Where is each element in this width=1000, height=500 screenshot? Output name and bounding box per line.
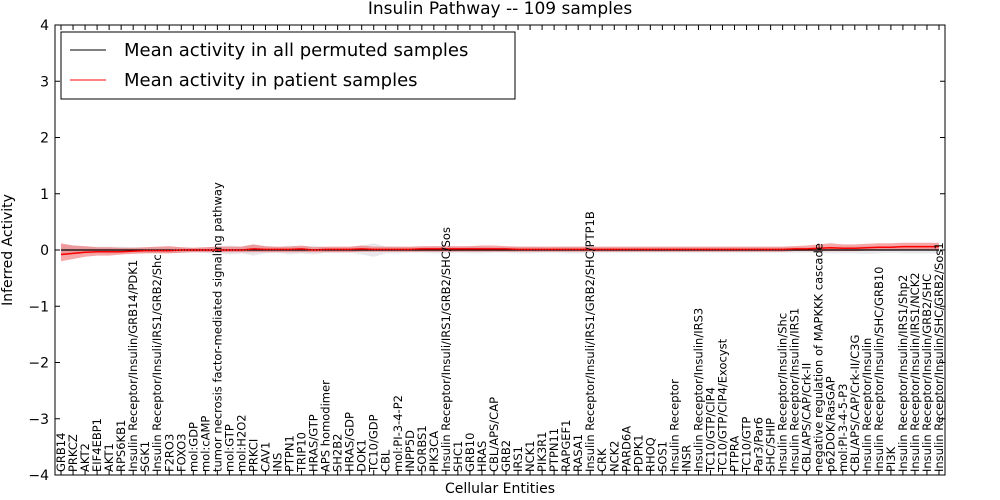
category-label: TC10/GTP [740,417,754,473]
y-tick-label: 0 [40,243,49,259]
category-label: HRAS/GTP [307,414,321,472]
category-label: CRK [595,448,609,472]
category-label: RPS6KB1 [114,420,128,472]
category-label: PTPN11 [547,428,561,472]
category-label: TC10/GTP/CIP4/Exocyst [716,338,730,473]
legend-label-patient: Mean activity in patient samples [124,70,418,91]
patient-mean-line [60,245,939,256]
category-label: INS [271,453,285,472]
confidence-bands [61,242,939,262]
category-label: Insulin Receptor/Insulin/IRS1/Shp2 [896,275,910,472]
y-tick-label: 4 [40,18,49,34]
category-label: SGK1 [138,441,152,472]
y-tick-label: −4 [28,468,49,484]
category-label: PIK3R1 [535,432,549,473]
category-label: SOS1 [655,441,669,472]
category-label: tumor necrosis factor-mediated signaling… [210,182,224,472]
category-label: GRB2 [499,440,513,472]
y-tick-label: −3 [28,412,49,428]
patient-band [61,242,939,262]
legend: Mean activity in all permuted samples Me… [60,31,516,100]
category-label: Insulin Receptor/Insulin [860,338,874,472]
category-label: CBL/APS/CAP/Crk-II/C3G [848,335,862,472]
category-label: F2RO3 [162,434,176,472]
y-tick-label: −1 [28,299,49,315]
category-label: Insulin Receptor/Insulin/GRB14/PDK1 [126,260,140,472]
category-label: SH2B2 [331,434,345,472]
category-label: FOXO3 [174,434,188,472]
category-label: CBL/APS/CAP [487,397,501,472]
category-label: TRIP10 [295,432,309,473]
series-lines [55,245,945,256]
category-label: PTPRA [728,436,742,472]
category-label: Insulin Receptor/Insulin/SHC/GRB2/Sos1 [932,242,946,472]
category-label: Insulin Receptor/Insuli/IRS1/GRB2/SHC/PT… [583,211,597,472]
category-label: RHOQ [643,437,657,472]
category-label: PRKCI [246,439,260,472]
category-label: Insulin Receptor/Insuli/IRS1/GRB2/SHC/So… [439,227,453,472]
category-label: Par3/Par6 [752,417,766,472]
category-label: INSR [679,445,693,472]
category-label: TC10/GDP [367,414,381,473]
category-label: PDPK1 [631,434,645,472]
category-label: Insulin Receptor/Insulin/IRS1/NCK2 [908,272,922,472]
chart-title: Insulin Pathway -- 109 samples [368,0,633,19]
category-label: PARD6A [619,426,633,472]
category-label: Insulin Receptor/Insuli/IRS1/GRB2/Shc [150,254,164,472]
category-label: PTPN1 [283,435,297,472]
category-label: PRKCZ [66,434,80,472]
y-axis: −4 −3 −2 −1 0 1 2 3 4 [28,18,945,484]
category-label: IRS1 [511,446,525,472]
category-label: RASA1 [571,434,585,472]
category-label: mol:PI-3-4-P2 [391,395,405,472]
category-label: CBL [379,449,393,472]
category-label: mol:cAMP [198,416,212,472]
category-label: Insulin Receptor [667,379,681,472]
category-label: GRB14 [54,433,68,472]
category-label: INPP5D [403,430,417,472]
y-tick-label: 3 [40,74,49,90]
legend-box [60,31,516,100]
category-label: SHC/SHIP [764,418,778,472]
y-tick-label: 1 [40,187,49,203]
category-label: PIK3CA [427,431,441,472]
category-label: RAPGEF1 [559,420,573,472]
category-label: Insulin Receptor/Insulin/IRS3 [691,308,705,472]
category-label: CBL/APS/CAP/Crk-II [800,363,814,472]
category-label: mol:GTP [222,424,236,472]
category-label: TC10/GTP/CIP4 [703,387,717,473]
category-label: GRB10 [463,433,477,472]
category-label: SHC1 [451,441,465,472]
category-label: negative regulation of MAPKKK cascade [812,243,826,472]
category-label: Insulin Receptor/Insulin/Shc [776,313,790,472]
category-label: AKT2 [78,443,92,472]
y-tick-label: −2 [28,356,49,372]
category-label: EIF4EBP1 [90,418,104,472]
category-label: SORBS1 [415,425,429,472]
category-label: NCK2 [607,441,621,473]
category-label: Insulin Receptor/Insulin/SHC/GRB10 [872,267,886,472]
category-label: Insulin Receptor/Insulin/GRB2/SHC [920,274,934,472]
category-label: DOK1 [355,439,369,472]
y-tick-label: 2 [40,131,49,147]
category-label: AKT1 [102,443,116,472]
x-axis-label: Cellular Entities [445,481,555,497]
category-label: mol:H2O2 [234,414,248,472]
y-axis-label: Inferred Activity [0,194,16,306]
category-label: NCK1 [523,441,537,473]
category-label: CAV1 [258,442,272,472]
category-label: p62DOK/RasGAP [824,376,838,472]
category-label: HRAS/GDP [343,412,357,472]
category-label: Insulin Receptor/Insulin/IRS1 [788,308,802,472]
x-axis: GRB14PRKCZAKT2EIF4EBP1AKT1RPS6KB1Insulin… [54,25,946,475]
category-label: HRAS [475,441,489,472]
category-label: mol:GDP [186,422,200,472]
category-label: APS homodimer [319,380,333,472]
legend-label-permuted: Mean activity in all permuted samples [124,40,468,61]
category-label: mol:PI-3-4-5-P3 [836,384,850,472]
category-label: PI3K [884,446,898,472]
